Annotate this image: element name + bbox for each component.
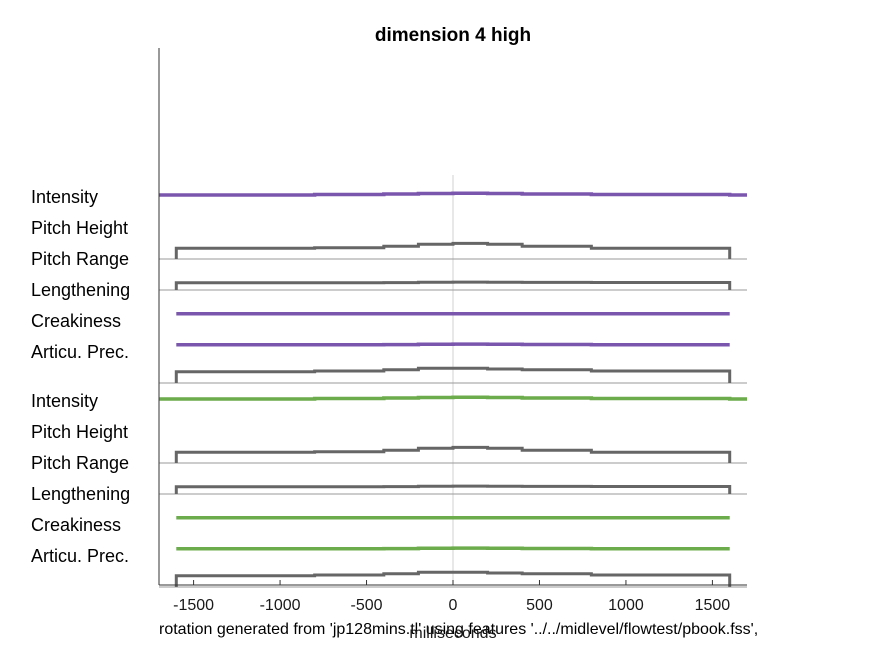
x-tick-label: -1000 [260, 597, 301, 614]
x-tick-label: 0 [449, 597, 458, 614]
feature-row: Pitch Height [31, 422, 747, 464]
x-tick-label: 1500 [695, 597, 731, 614]
feature-row: Lengthening [31, 484, 730, 520]
row-series-line [176, 546, 730, 551]
feature-row: Lengthening [31, 280, 730, 316]
row-label: Pitch Range [31, 453, 129, 473]
row-label: Intensity [31, 187, 98, 207]
feature-row: Pitch Range [31, 249, 747, 291]
plot-area: Intensity Pitch Height Pitch Range Lengthen… [31, 48, 747, 614]
row-series-line [159, 395, 747, 401]
x-tick-label: 500 [526, 597, 553, 614]
row-label: Pitch Height [31, 218, 128, 238]
x-tick-label: 1000 [608, 597, 644, 614]
chart-title: dimension 4 high [375, 25, 531, 46]
row-label: Articu. Prec. [31, 342, 129, 362]
feature-row: Pitch Height [31, 218, 747, 260]
row-series-line [174, 484, 732, 494]
row-label: Pitch Height [31, 422, 128, 442]
row-label: Creakiness [31, 515, 121, 535]
row-series-line [174, 570, 732, 587]
row-series-line [159, 191, 747, 197]
chart-caption: rotation generated from 'jp128mins.tl' u… [159, 621, 758, 638]
row-series-line [174, 241, 732, 259]
row-label: Intensity [31, 391, 98, 411]
row-series-line [174, 366, 732, 383]
row-series-line [176, 342, 730, 347]
row-label: Lengthening [31, 484, 130, 504]
feature-row: Intensity [31, 187, 747, 207]
row-label: Lengthening [31, 280, 130, 300]
rows-layer: Intensity Pitch Height Pitch Range Lengthen… [31, 187, 747, 588]
row-group-2: Intensity Pitch Height Pitch Range Lengthen… [31, 391, 747, 588]
feature-row: Articu. Prec. [31, 546, 747, 588]
feature-row: Intensity [31, 391, 747, 411]
feature-row: Articu. Prec. [31, 342, 747, 384]
x-tick-label: -500 [351, 597, 383, 614]
feature-row: Pitch Range [31, 453, 747, 495]
row-group-1: Intensity Pitch Height Pitch Range Lengthen… [31, 187, 747, 384]
feature-row: Creakiness [31, 515, 730, 551]
row-series-line [174, 445, 732, 463]
x-tick-label: -1500 [173, 597, 214, 614]
row-label: Pitch Range [31, 249, 129, 269]
row-series-line [174, 280, 732, 290]
row-label: Creakiness [31, 311, 121, 331]
x-axis-label: milliseconds [409, 625, 496, 642]
x-ticks: -1500 -1000 -500 0 500 1000 1500 [173, 580, 730, 614]
row-label: Articu. Prec. [31, 546, 129, 566]
feature-row: Creakiness [31, 311, 730, 347]
